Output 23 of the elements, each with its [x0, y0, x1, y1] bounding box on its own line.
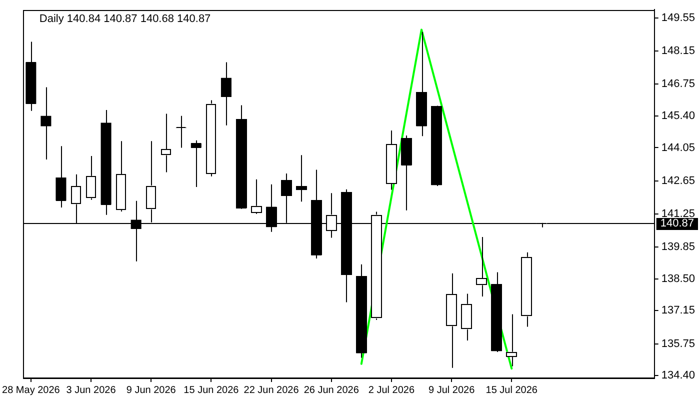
- y-tick-label: 141.25: [661, 208, 696, 220]
- y-tick-label: 135.75: [661, 338, 696, 350]
- y-tick-label: 142.65: [661, 174, 696, 187]
- y-tick-label: 139.85: [661, 240, 696, 253]
- y-tick-label: 146.75: [661, 78, 696, 90]
- y-tick-label: 149.55: [661, 12, 696, 24]
- y-tick-label: 144.05: [661, 142, 696, 154]
- y-tick-label: 145.40: [661, 110, 696, 122]
- ref-line-label: 140.87: [660, 218, 694, 230]
- y-tick-label: 148.15: [661, 44, 696, 57]
- x-tick-label: 22 Jun 2026: [244, 384, 300, 396]
- y-tick-label: 138.50: [661, 272, 696, 285]
- y-tick-label: 134.40: [661, 370, 696, 382]
- y-tick-label: 137.15: [661, 304, 696, 317]
- x-tick-label: 2 Jul 2026: [368, 384, 415, 396]
- x-tick-label: 15 Jul 2026: [486, 384, 538, 396]
- x-tick-label: 26 Jun 2026: [304, 384, 360, 396]
- x-tick-label: 28 May 2026: [2, 384, 60, 396]
- x-tick-label: 3 Jun 2026: [66, 384, 116, 396]
- x-tick-label: 15 Jun 2026: [184, 384, 240, 396]
- chart-title: Daily 140.84 140.87 140.68 140.87: [39, 13, 211, 26]
- x-tick-label: 9 Jul 2026: [428, 384, 476, 396]
- x-tick-label: 9 Jun 2026: [126, 384, 176, 396]
